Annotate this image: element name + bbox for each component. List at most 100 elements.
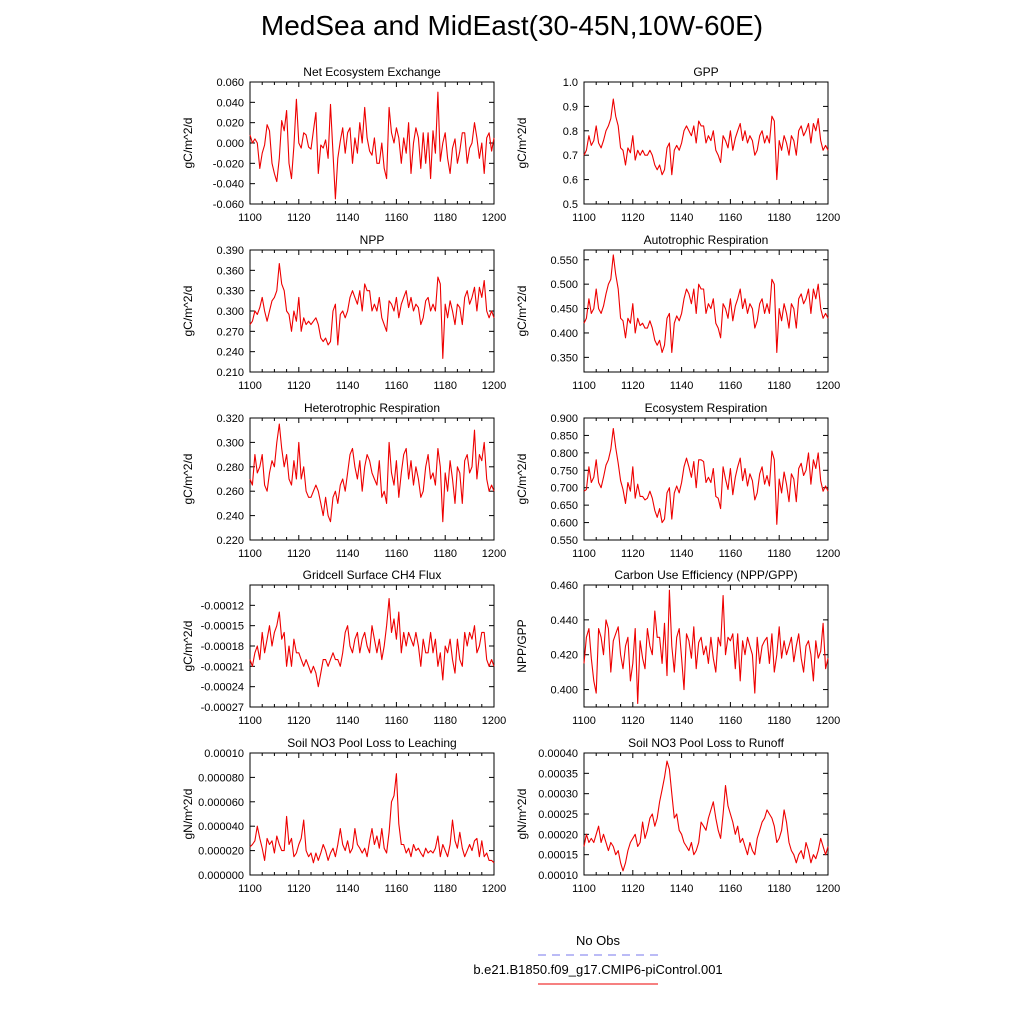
y-tick-label: 0.00010 xyxy=(204,748,244,760)
y-tick-label: 0.240 xyxy=(216,347,244,359)
x-tick-label: 1200 xyxy=(816,212,840,224)
x-tick-label: 1120 xyxy=(621,212,645,224)
y-tick-label: -0.00024 xyxy=(201,682,244,694)
x-tick-label: 1200 xyxy=(816,548,840,560)
panel-title: Soil NO3 Pool Loss to Leaching xyxy=(287,736,456,750)
plot-frame xyxy=(249,417,495,541)
series-line xyxy=(249,91,495,200)
x-tick-label: 1180 xyxy=(767,883,791,895)
y-tick-label: 0.320 xyxy=(216,413,244,425)
x-tick-label: 1100 xyxy=(572,212,596,224)
x-tick-label: 1100 xyxy=(238,380,262,392)
y-tick-label: 0.000 xyxy=(216,138,244,150)
x-tick-label: 1180 xyxy=(433,715,457,727)
y-tick-label: 0.600 xyxy=(550,518,578,530)
x-tick-label: 1140 xyxy=(670,548,694,560)
y-axis-label: gC/m^2/d xyxy=(181,621,195,672)
y-tick-label: 0.460 xyxy=(550,580,578,592)
x-tick-label: 1200 xyxy=(482,212,506,224)
x-tick-label: 1200 xyxy=(482,715,506,727)
y-tick-label: 0.5 xyxy=(563,199,578,211)
y-tick-label: -0.060 xyxy=(213,199,244,211)
chart-panel-3: NPP 1100 1120 1140 1160 1180 1200 0.210 0.240 0.2… xyxy=(181,233,506,392)
y-tick-label: 0.6 xyxy=(563,175,578,187)
y-tick-label: -0.040 xyxy=(213,179,244,191)
x-tick-label: 1200 xyxy=(816,883,840,895)
page-title: MedSea and MidEast(30-45N,10W-60E) xyxy=(260,10,764,41)
x-tick-label: 1140 xyxy=(336,548,360,560)
y-tick-label: 0.270 xyxy=(216,326,244,338)
panel-title: Gridcell Surface CH4 Flux xyxy=(303,568,442,582)
chart-panel-1: Net Ecosystem Exchange 1100 1120 1140 1160 11… xyxy=(181,65,506,224)
x-tick-label: 1100 xyxy=(572,380,596,392)
x-tick-label: 1160 xyxy=(385,715,409,727)
x-tick-label: 1120 xyxy=(287,212,311,224)
y-tick-label: 0.00025 xyxy=(538,809,578,821)
x-tick-label: 1140 xyxy=(336,212,360,224)
y-tick-label: 0.020 xyxy=(216,118,244,130)
x-tick-label: 1160 xyxy=(719,212,743,224)
x-tick-label: 1100 xyxy=(238,883,262,895)
y-tick-label: 1.0 xyxy=(563,77,578,89)
y-tick-label: 0.060 xyxy=(216,77,244,89)
plot-frame xyxy=(583,752,829,876)
y-tick-label: -0.020 xyxy=(213,158,244,170)
y-tick-label: 0.00010 xyxy=(538,870,578,882)
x-tick-label: 1140 xyxy=(336,380,360,392)
panel-title: GPP xyxy=(693,65,718,79)
x-tick-label: 1200 xyxy=(482,548,506,560)
chart-panel-6: Ecosystem Respiration 1100 1120 1140 1160 118… xyxy=(515,401,840,560)
x-tick-label: 1160 xyxy=(719,883,743,895)
x-tick-label: 1100 xyxy=(572,883,596,895)
plot-frame xyxy=(249,752,495,876)
x-tick-label: 1160 xyxy=(385,883,409,895)
y-tick-label: 0.330 xyxy=(216,286,244,298)
series-line xyxy=(583,427,829,525)
y-tick-label: 0.450 xyxy=(550,304,578,316)
series-line xyxy=(249,423,495,523)
y-axis-label: gN/m^2/d xyxy=(515,789,529,840)
panel-title: NPP xyxy=(360,233,385,247)
y-tick-label: 0.220 xyxy=(216,535,244,547)
x-tick-label: 1200 xyxy=(482,883,506,895)
panel-title: Net Ecosystem Exchange xyxy=(303,65,441,79)
x-tick-label: 1180 xyxy=(767,212,791,224)
x-tick-label: 1140 xyxy=(336,715,360,727)
y-axis-label: gC/m^2/d xyxy=(181,454,195,505)
y-tick-label: 0.00015 xyxy=(538,850,578,862)
x-tick-label: 1180 xyxy=(433,212,457,224)
panel-title: Autotrophic Respiration xyxy=(644,233,769,247)
y-tick-label: 0.280 xyxy=(216,462,244,474)
legend-lines xyxy=(538,954,658,985)
y-tick-label: 0.390 xyxy=(216,245,244,257)
y-tick-label: 0.000040 xyxy=(198,821,244,833)
y-tick-label: 0.400 xyxy=(550,328,578,340)
chart-panel-10: Soil NO3 Pool Loss to Runoff 1100 1120 1140… xyxy=(515,736,840,895)
panel-title: Soil NO3 Pool Loss to Runoff xyxy=(628,736,785,750)
y-axis-label: NPP/GPP xyxy=(515,619,529,672)
y-tick-label: 0.040 xyxy=(216,97,244,109)
x-tick-label: 1100 xyxy=(238,715,262,727)
x-tick-label: 1120 xyxy=(621,883,645,895)
x-tick-label: 1120 xyxy=(287,715,311,727)
y-axis-label: gC/m^2/d xyxy=(515,286,529,337)
x-tick-label: 1180 xyxy=(433,883,457,895)
x-tick-label: 1160 xyxy=(719,715,743,727)
panel-title: Heterotrophic Respiration xyxy=(304,401,440,415)
x-tick-label: 1200 xyxy=(816,715,840,727)
y-tick-label: 0.300 xyxy=(216,437,244,449)
x-tick-label: 1140 xyxy=(670,380,694,392)
x-tick-label: 1140 xyxy=(670,715,694,727)
x-tick-label: 1120 xyxy=(621,715,645,727)
y-tick-label: -0.00015 xyxy=(201,621,244,633)
chart-panel-2: GPP 1100 1120 1140 1160 1180 1200 0.5 0.6 0.7 0.8 0… xyxy=(515,65,840,224)
series-line xyxy=(583,254,829,354)
x-tick-label: 1100 xyxy=(238,212,262,224)
y-tick-label: 0.000000 xyxy=(198,870,244,882)
y-tick-label: 0.750 xyxy=(550,465,578,477)
y-tick-label: 0.550 xyxy=(550,255,578,267)
x-tick-label: 1200 xyxy=(816,380,840,392)
y-tick-label: 0.850 xyxy=(550,430,578,442)
y-tick-label: 0.210 xyxy=(216,367,244,379)
